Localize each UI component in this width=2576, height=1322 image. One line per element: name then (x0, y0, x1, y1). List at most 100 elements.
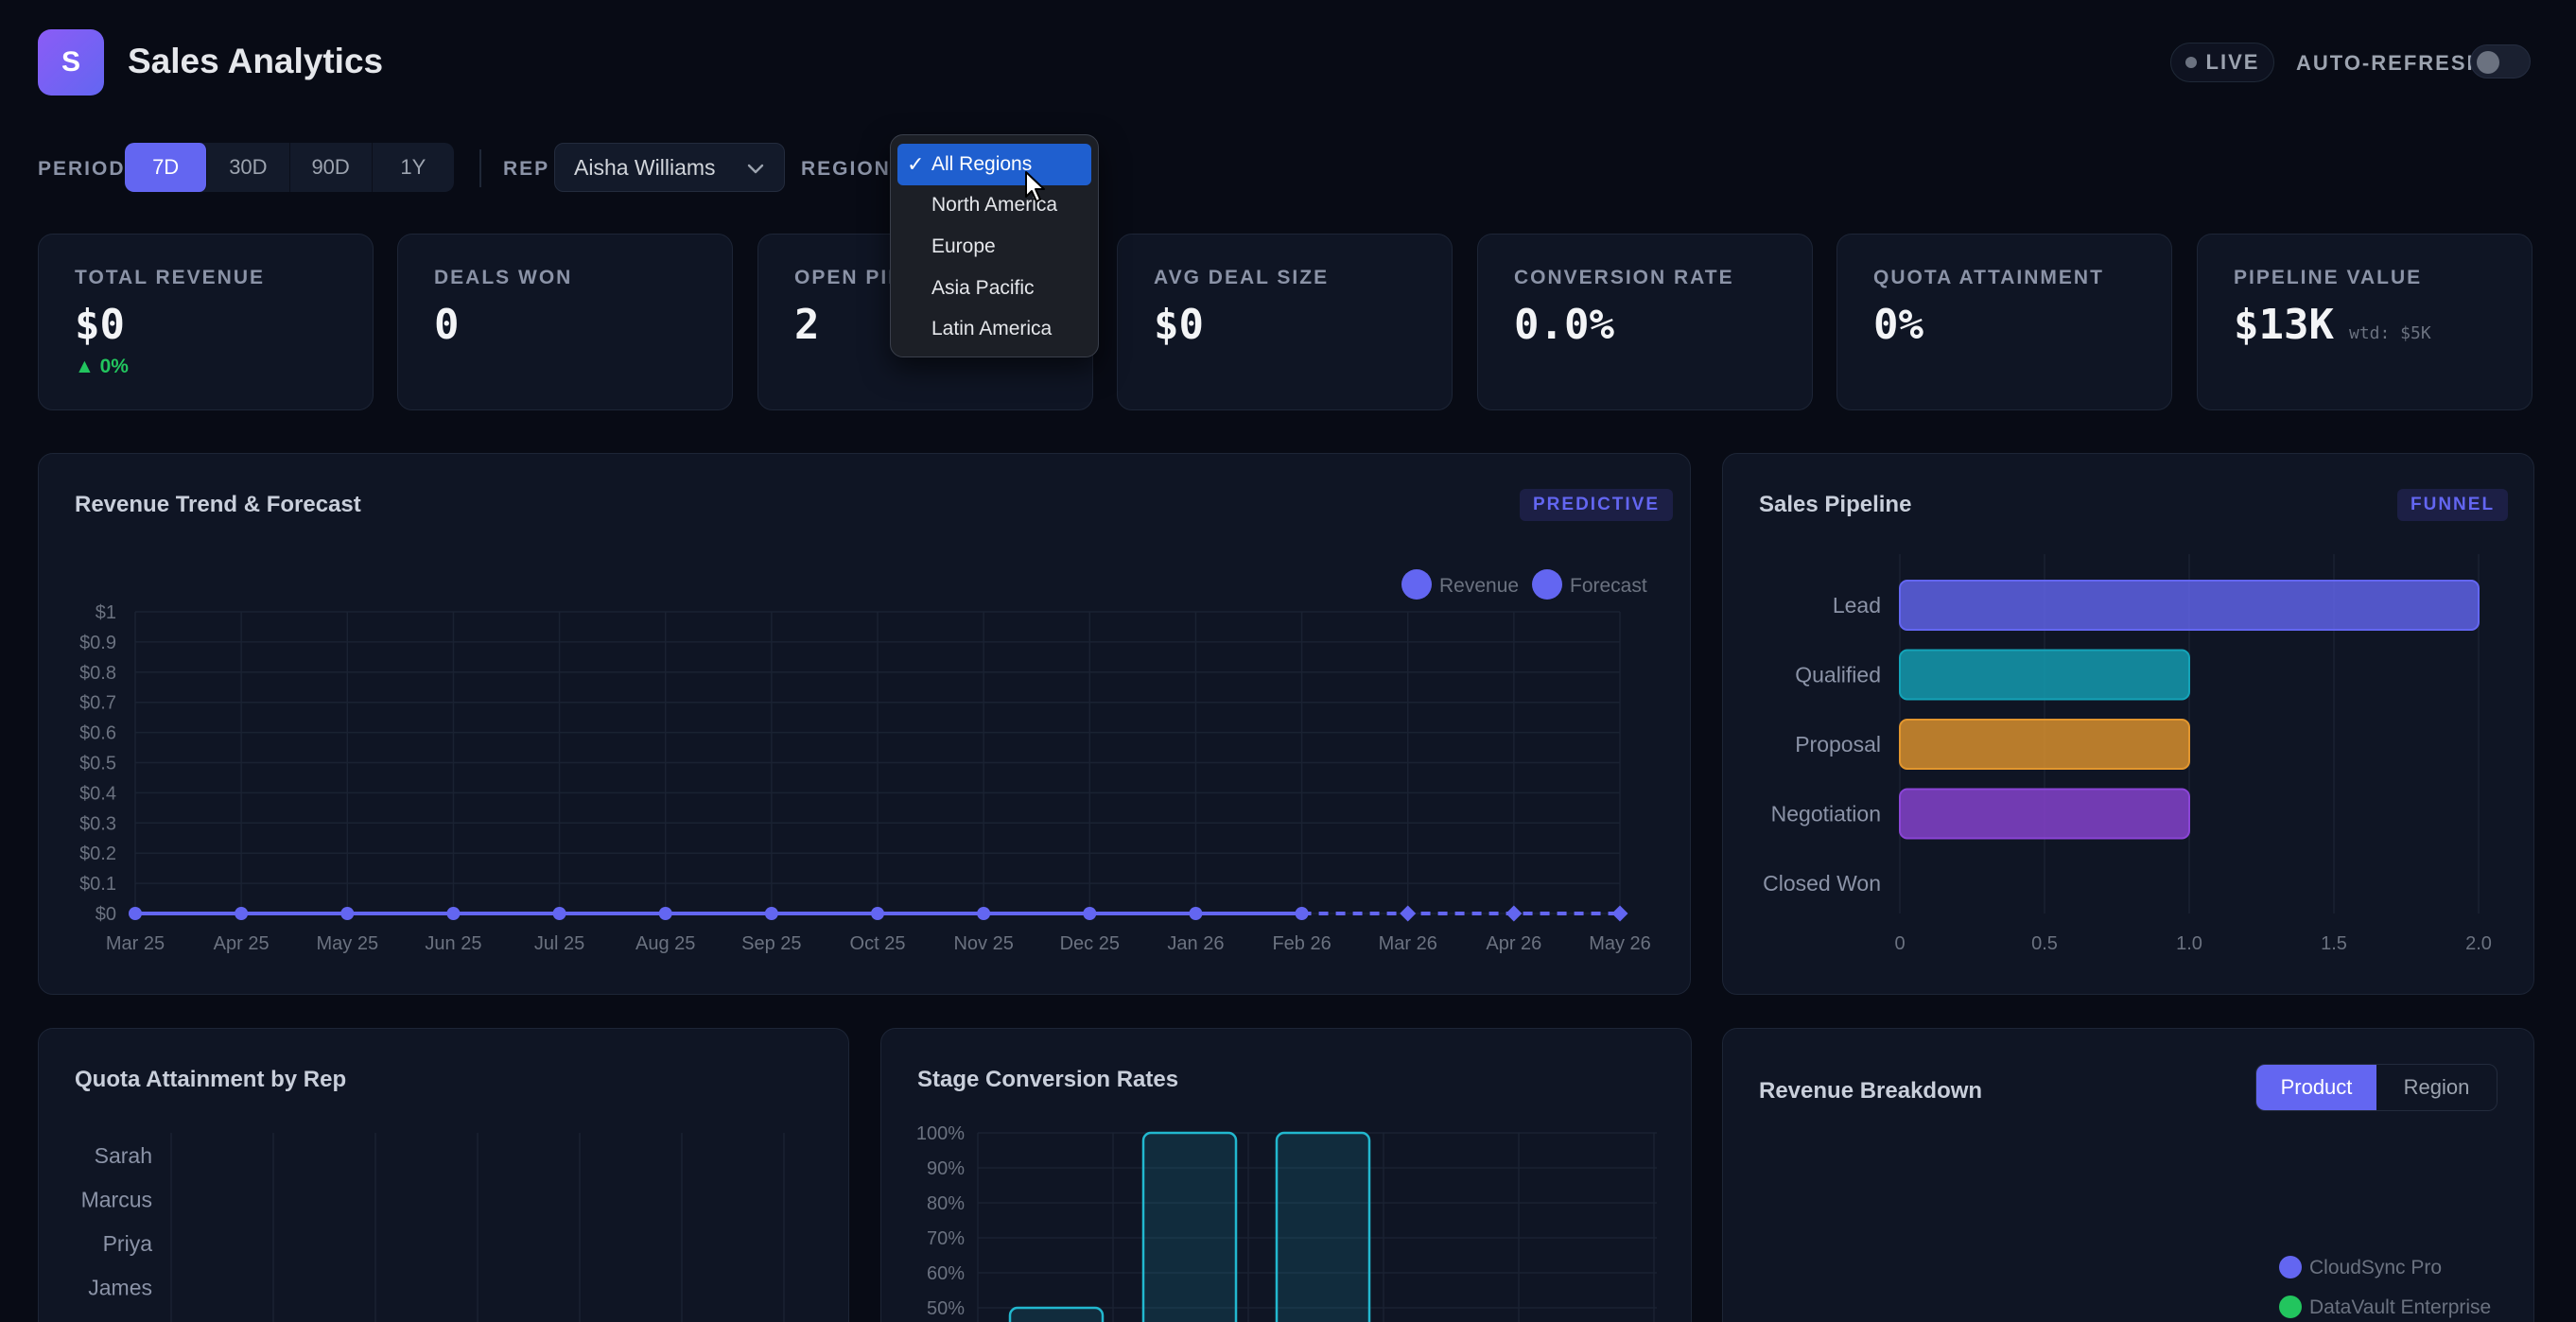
live-status-badge: LIVE (2170, 43, 2274, 82)
kpi-value: 0% (1873, 301, 1923, 349)
mouse-cursor-icon (1025, 171, 1045, 202)
y-tick-label: 70% (927, 1228, 965, 1249)
quota-attainment-chart: Sarah Marcus Priya James (81, 1133, 785, 1322)
y-tick-label: $0.7 (79, 693, 116, 714)
pipeline-bar (1899, 649, 2190, 701)
y-tick-label: $0.6 (79, 723, 116, 744)
kpi-label: DEALS WON (434, 267, 573, 288)
quota-attainment-panel: Quota Attainment by Rep Sarah Marcus Priya… (38, 1028, 849, 1322)
x-tick-label: Dec 25 (1060, 933, 1120, 954)
panel-title: Revenue Breakdown (1759, 1078, 1983, 1104)
x-tick-label: Oct 25 (850, 933, 906, 954)
conversion-bar (1008, 1306, 1105, 1322)
legend-swatch (2279, 1256, 2302, 1279)
legend-label: Forecast (1570, 575, 1647, 597)
kpi-delta: ▲ 0% (75, 356, 129, 377)
period-7d-button[interactable]: 7D (125, 143, 208, 192)
kpi-value: $0 (1154, 301, 1204, 349)
forecast-point (1611, 905, 1628, 922)
page-title: Sales Analytics (128, 42, 384, 80)
revenue-point (129, 907, 142, 920)
kpi-value: 0 (434, 301, 460, 349)
region-option-asia-pacific[interactable]: Asia Pacific (897, 268, 1091, 309)
checkmark-icon: ✓ (907, 152, 925, 176)
tab-region[interactable]: Region (2403, 1075, 2470, 1099)
category-label: Qualified (1795, 663, 1881, 687)
region-option-latin-america[interactable]: Latin America (897, 308, 1091, 350)
live-dot-icon (2184, 57, 2197, 68)
rep-select-value: Aisha Williams (574, 154, 716, 180)
y-tick-label: $0.1 (79, 874, 116, 895)
y-tick-label: $1 (96, 602, 116, 623)
stage-conversion-chart: 50% 60% 70% 80% 90% 100% (916, 1123, 1657, 1322)
sales-pipeline-panel: Sales Pipeline FUNNEL 0 0.5 1.0 1.5 2.0 Lead Q… (1722, 453, 2534, 995)
live-label: LIVE (2205, 50, 2260, 74)
revenue-point (340, 907, 355, 920)
y-tick-label: $0.3 (79, 813, 116, 834)
category-label: Proposal (1795, 732, 1881, 757)
panel-title: Quota Attainment by Rep (75, 1067, 347, 1092)
y-tick-label: 50% (927, 1298, 965, 1319)
legend-label: Revenue (1439, 575, 1519, 597)
rep-label: James (88, 1276, 152, 1300)
y-tick-label: 80% (927, 1193, 965, 1214)
region-label: REGION (801, 158, 891, 180)
app-logo: S (38, 29, 104, 96)
x-tick-label: May 25 (316, 933, 378, 954)
kpi-label: PIPELINE VALUE (2234, 267, 2423, 288)
kpi-total-revenue: TOTAL REVENUE $0 ▲ 0% (38, 234, 374, 410)
region-dropdown-menu: ✓ All Regions North America Europe Asia … (890, 134, 1099, 357)
x-tick-label: Apr 26 (1486, 933, 1541, 954)
y-tick-label: $0.2 (79, 844, 116, 864)
chevron-down-icon (747, 164, 764, 174)
rep-label: Marcus (81, 1188, 152, 1212)
kpi-pipeline-value: PIPELINE VALUE $13K wtd: $5K (2197, 234, 2532, 410)
stage-conversion-panel: Stage Conversion Rates 50% 60% 70% 80% 90% 10… (880, 1028, 1692, 1322)
y-tick-label: $0 (96, 904, 116, 925)
y-tick-label: 60% (927, 1263, 965, 1284)
region-option-label: All Regions (931, 152, 1033, 175)
rep-label: Priya (103, 1231, 153, 1256)
region-option-north-america[interactable]: North America (897, 185, 1091, 227)
predictive-badge: PREDICTIVE (1520, 489, 1674, 521)
kpi-quota-attainment: QUOTA ATTAINMENT 0% (1836, 234, 2172, 410)
kpi-label: QUOTA ATTAINMENT (1873, 267, 2104, 288)
pipeline-bar (1899, 580, 2480, 631)
region-option-label: Europe (931, 235, 996, 257)
x-tick-label: 0 (1894, 933, 1905, 954)
tab-product[interactable]: Product (2256, 1065, 2376, 1110)
x-tick-label: Mar 25 (106, 933, 165, 954)
category-label: Lead (1833, 593, 1881, 618)
x-tick-label: Apr 25 (214, 933, 270, 954)
kpi-avg-deal-size: AVG DEAL SIZE $0 (1117, 234, 1453, 410)
x-tick-label: 2.0 (2465, 933, 2492, 954)
autorefresh-toggle[interactable] (2470, 44, 2531, 78)
period-1y-button[interactable]: 1Y (400, 155, 426, 179)
forecast-point (1506, 905, 1523, 922)
y-tick-label: $0.4 (79, 783, 116, 804)
rep-label: REP (503, 158, 550, 180)
revenue-point (552, 907, 566, 920)
region-option-europe[interactable]: Europe (897, 226, 1091, 268)
revenue-point (871, 907, 884, 920)
filter-divider (479, 149, 481, 187)
x-tick-label: Mar 26 (1379, 933, 1437, 954)
rep-select[interactable]: Aisha Williams (554, 143, 785, 192)
period-selector: 7D 30D 90D 1Y (125, 143, 454, 192)
toggle-knob (2477, 51, 2499, 74)
legend-swatch (1401, 569, 1432, 600)
y-tick-label: $0.8 (79, 663, 116, 684)
revenue-point (764, 907, 778, 920)
region-option-all[interactable]: ✓ All Regions (897, 144, 1091, 185)
revenue-trend-chart: $0 $0.1 $0.2 $0.3 $0.4 $0.5 $0.6 $0.7 $0.8 $0.9 $1… (79, 569, 1651, 954)
period-90d-button[interactable]: 90D (290, 143, 373, 192)
category-label: Negotiation (1771, 802, 1881, 826)
period-30d-button[interactable]: 30D (207, 143, 290, 192)
kpi-label: CONVERSION RATE (1514, 267, 1734, 288)
region-option-label: North America (931, 194, 1058, 217)
pipeline-bar (1899, 719, 2190, 770)
autorefresh-label: AUTO-REFRESH (2296, 51, 2484, 75)
revenue-point (658, 907, 672, 920)
forecast-point (1400, 905, 1417, 922)
pipeline-bar (1899, 788, 2190, 840)
